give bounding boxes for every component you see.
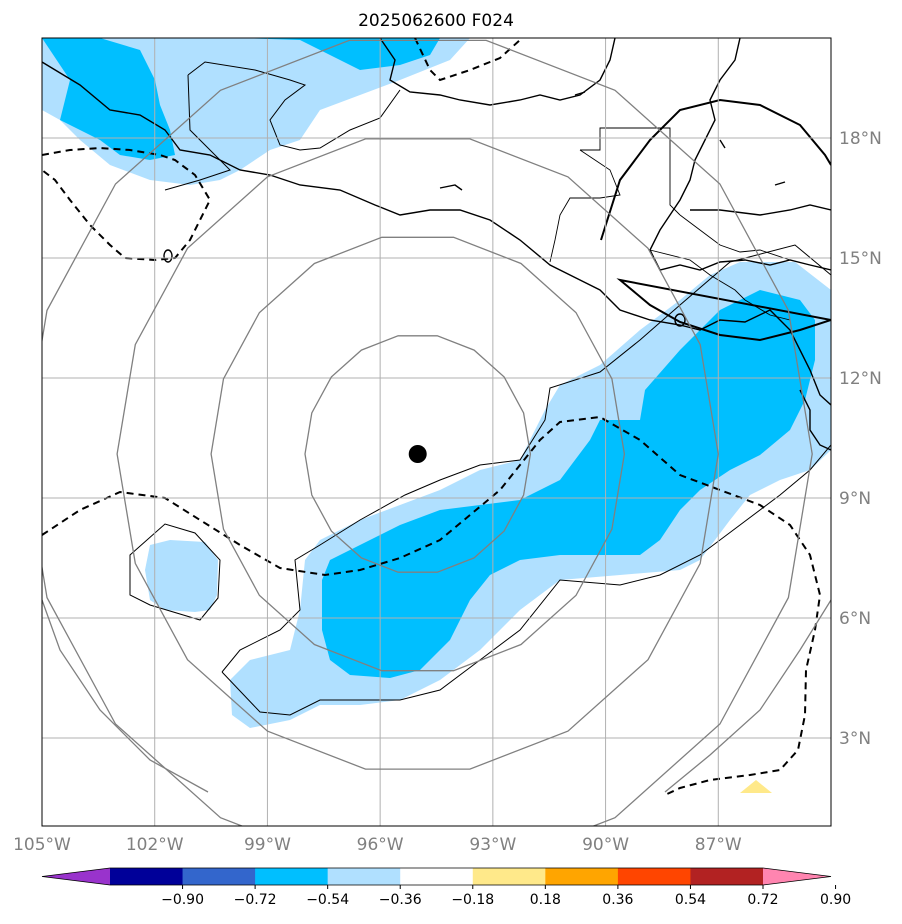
coastline-yucatan-belize [649,38,831,271]
colorbar-outline [41,867,832,886]
colorbar-level-label: 0.72 [747,892,778,908]
longitude-label: 105°W [13,835,71,855]
anomaly-core-northwest [42,38,175,160]
range-ring [42,39,813,826]
latitude-labels: 3°N 6°N 9°N 12°N 15°N 18°N [839,129,882,749]
longitude-label: 87°W [695,835,742,855]
anomaly-positive-patch [740,780,772,793]
range-ring-outer-arcs [42,599,831,793]
map-title: 2025062600 F024 [358,11,514,31]
latitude-label: 12°N [839,369,882,389]
longitude-label: 99°W [244,835,291,855]
colorbar-level-label: −0.54 [306,892,349,908]
colorbar-level-label: −0.90 [161,892,204,908]
colorbar-level-label: 0.36 [602,892,633,908]
islands [163,91,786,327]
colorbar-level-label: −0.36 [379,892,422,908]
latitude-label: 18°N [839,129,882,149]
forecast-cone-outline [600,98,831,342]
latitude-label: 6°N [839,609,871,629]
longitude-label: 96°W [357,835,404,855]
colorbar-extend-high [763,868,831,885]
storm-center-marker [408,445,427,463]
colorbar-segment [472,868,546,885]
colorbar-segment [617,868,691,885]
colorbar-segment [327,868,401,885]
colorbar-segment [545,868,619,885]
range-ring [116,138,719,770]
colorbar-level-label: −0.18 [451,892,494,908]
longitude-label: 93°W [469,835,516,855]
colorbar-level-label: −0.72 [234,892,277,908]
range-ring [304,335,532,573]
gridlines [42,38,831,826]
colorbar [41,867,832,886]
latitude-label: 3°N [839,729,871,749]
range-rings [42,39,813,826]
country-borders [549,127,791,321]
colorbar-segment [690,868,764,885]
colorbar-level-label: 0.18 [530,892,561,908]
anomaly-core-southeast [322,290,815,678]
colorbar-segment [400,868,474,885]
colorbar-segment [110,868,184,885]
coastline-central-america-south [799,389,831,451]
anomaly-region-small-west [145,540,218,612]
colorbar-level-label: 0.90 [820,892,851,908]
colorbar-level-label: 0.54 [675,892,706,908]
longitude-label: 90°W [582,835,629,855]
coastline-honduras [690,204,831,216]
colorbar-extend-low [42,868,110,885]
anomaly-core-north [240,38,440,70]
colorbar-segment [182,868,256,885]
anomaly-medium-blue-regions [42,38,815,678]
longitude-label: 102°W [126,835,184,855]
longitude-labels: 105°W 102°W 99°W 96°W 93°W 90°W 87°W [13,835,742,855]
coastline-gulf-mexico [379,38,616,106]
dashed-contour-north [414,38,521,82]
map-frame [41,37,832,827]
latitude-label: 9°N [839,489,871,509]
dashed-contours [42,38,822,796]
range-ring [210,236,626,672]
colorbar-labels: −0.90 −0.72 −0.54 −0.36 −0.18 0.18 0.36 0.54 0.7… [161,885,851,908]
dashed-contour-northwest [42,146,212,262]
latitude-label: 15°N [839,249,882,269]
colorbar-segment [255,868,329,885]
